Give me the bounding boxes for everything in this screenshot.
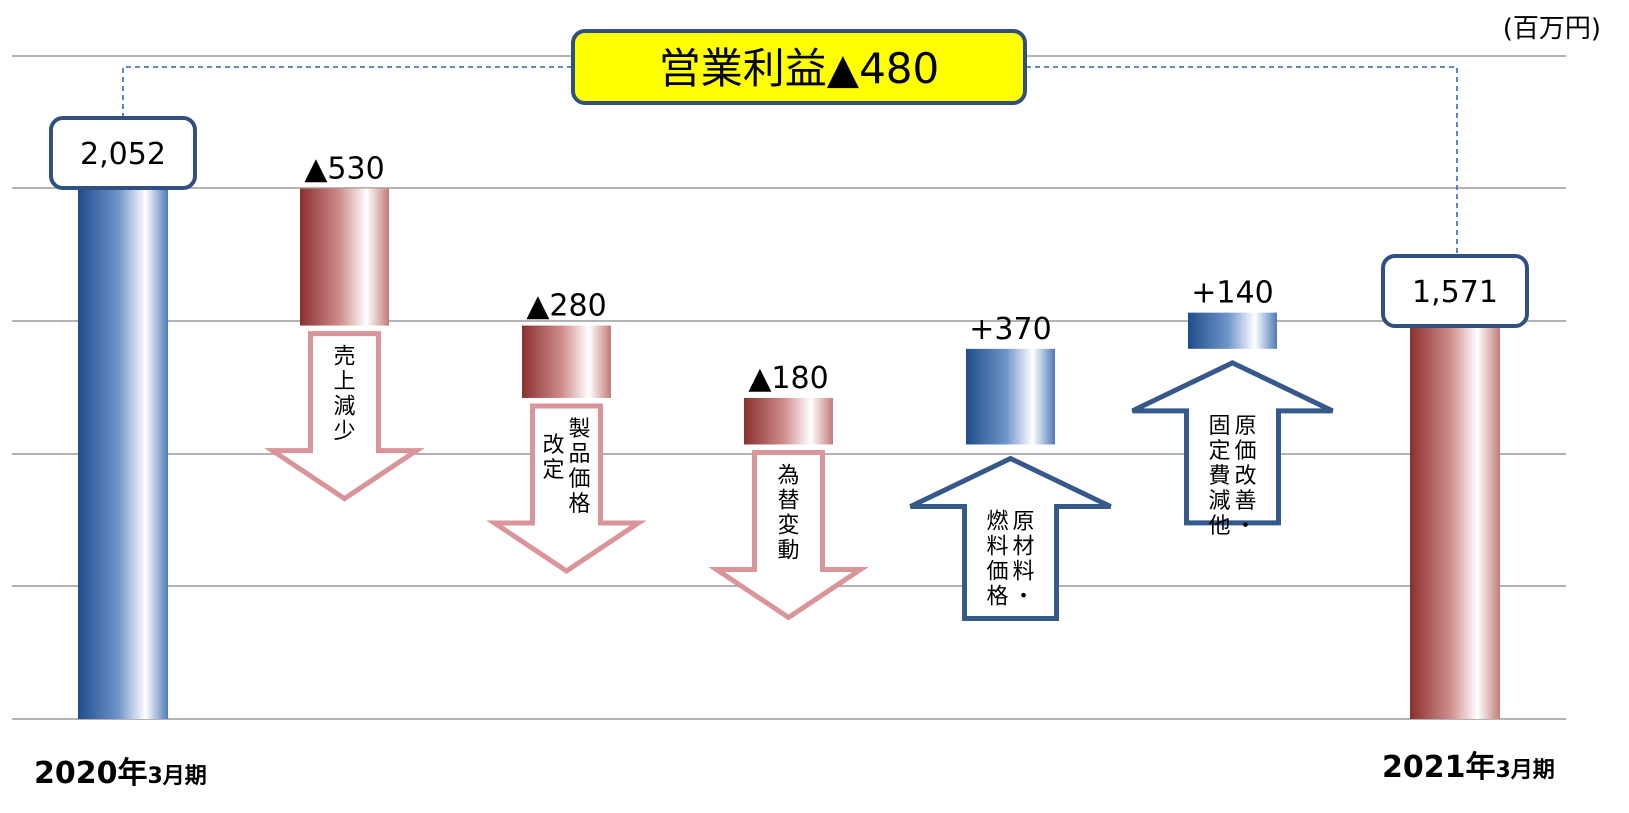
step-name-char: 動 <box>777 538 799 563</box>
step-arrow-1 <box>486 403 647 574</box>
step-bar-4 <box>1188 312 1277 349</box>
step-bar-2 <box>744 397 833 445</box>
step-name-char: 価 <box>1234 439 1256 464</box>
period-end-year: 2021年 <box>1382 750 1496 785</box>
step-name-char: 改 <box>1234 464 1256 489</box>
total-change-connector <box>122 66 1458 256</box>
summary-label: 営業利益▲480 <box>659 44 939 93</box>
arrows-layer <box>264 331 1334 621</box>
period-start-suffix: 3月期 <box>147 764 207 789</box>
step-name-char: 品 <box>568 442 590 467</box>
step-name-char: 価 <box>568 467 590 492</box>
step-bar-1 <box>522 325 611 398</box>
period-end-suffix: 3月期 <box>1495 758 1555 783</box>
step-name-char: 少 <box>333 420 355 445</box>
step-arrow-2 <box>708 449 869 621</box>
step-name-char: 原 <box>1234 414 1256 439</box>
step-name-char: 燃 <box>986 509 1008 534</box>
step-name-char: 格 <box>568 492 590 517</box>
end-value-label: 1,571 <box>1412 275 1498 310</box>
end-value-label-box <box>1381 254 1529 328</box>
start-value-label: 2,052 <box>80 137 166 172</box>
step-name-char: 原 <box>1012 509 1034 534</box>
step-name-char: 替 <box>777 488 799 513</box>
step-name-char: 為 <box>777 463 799 488</box>
step-value-label-3: +370 <box>969 312 1051 347</box>
step-name-char: 製 <box>568 417 590 442</box>
step-name-char: 善 <box>1234 489 1256 514</box>
start-value-label-box <box>49 116 197 190</box>
step-bar-0 <box>300 188 389 326</box>
step-name-char: 費 <box>1208 464 1230 489</box>
bars-layer <box>78 188 1500 720</box>
step-name-char: 料 <box>986 534 1008 559</box>
step-arrow-4 <box>1131 360 1334 526</box>
step-name-char: 価 <box>986 559 1008 584</box>
step-name-char: 減 <box>333 395 355 420</box>
bar-end <box>1410 312 1500 719</box>
step-value-label-1: ▲280 <box>526 289 606 324</box>
step-name-char: 減 <box>1208 489 1230 514</box>
unit-label: (百万円) <box>1502 14 1601 44</box>
period-label-start: 2020年3月期 <box>34 748 207 792</box>
step-value-label-4: +140 <box>1191 276 1273 311</box>
summary-box <box>571 29 1027 105</box>
labels-layer: 2,0521,571▲530売上減少▲280製品価格改定▲180為替変動+370… <box>49 116 1529 609</box>
step-name-char: 材 <box>1012 534 1034 559</box>
step-name-char: 変 <box>777 513 799 538</box>
step-name-char: 定 <box>1208 439 1230 464</box>
summary-callout: 営業利益▲480 <box>571 29 1027 105</box>
step-arrow-3 <box>909 455 1112 621</box>
step-name-char: 上 <box>333 370 355 395</box>
step-arrow-0 <box>264 331 425 502</box>
step-name-char: ・ <box>1234 514 1256 539</box>
step-name-char: ・ <box>1012 584 1034 609</box>
step-name-char: 売 <box>333 345 355 370</box>
bar-start <box>78 188 168 720</box>
step-name-char: 格 <box>986 584 1008 609</box>
step-bar-3 <box>966 348 1055 445</box>
step-name-char: 料 <box>1012 559 1034 584</box>
step-name-char: 固 <box>1208 414 1230 439</box>
connector-line <box>122 66 1458 256</box>
step-name-char: 他 <box>1208 514 1230 539</box>
step-name-char: 改 <box>542 433 564 458</box>
step-value-label-0: ▲530 <box>304 152 384 187</box>
period-label-end: 2021年3月期 <box>1382 742 1555 786</box>
step-value-label-2: ▲180 <box>748 361 828 396</box>
period-start-year: 2020年 <box>34 756 148 791</box>
step-name-char: 定 <box>542 458 564 483</box>
